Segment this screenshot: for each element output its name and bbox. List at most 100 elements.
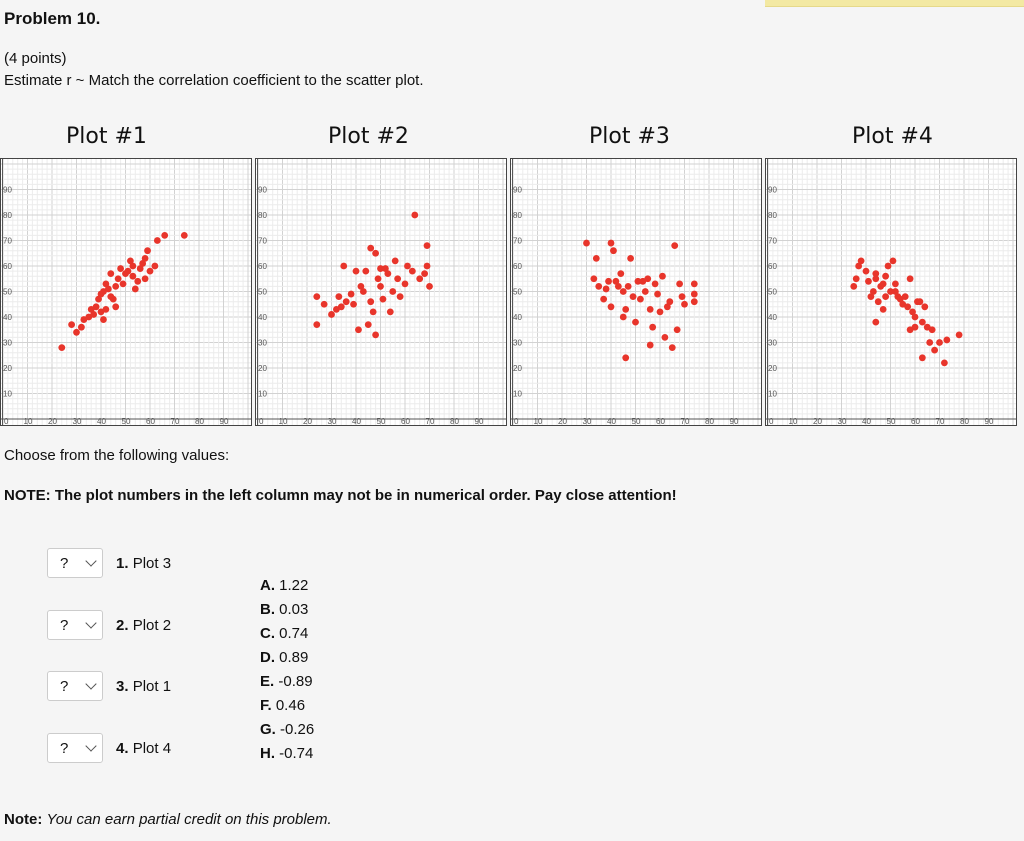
answer-select-4[interactable]: ? — [47, 733, 103, 763]
scatter-point — [607, 239, 615, 247]
scatter-point — [372, 331, 379, 339]
scatter-point — [619, 288, 627, 295]
scatter-point — [865, 277, 872, 285]
scatter-point — [355, 326, 362, 334]
scatter-point — [887, 288, 894, 295]
y-tick-label: 30 — [513, 339, 522, 348]
scatter-point — [884, 262, 892, 270]
scatter-point — [646, 305, 654, 313]
y-tick-label: 40 — [513, 313, 522, 322]
scatter-point — [129, 262, 137, 270]
scatter-point — [372, 249, 379, 257]
scatter-point — [918, 354, 926, 362]
x-tick-label: 70 — [171, 417, 180, 425]
match-row-3: ? 3. Plot 1 — [47, 671, 171, 701]
scatter-point — [909, 308, 916, 316]
x-tick-label: 10 — [279, 417, 288, 425]
x-tick-label: 40 — [352, 417, 361, 425]
scatter-point — [386, 308, 394, 316]
x-tick-label: 60 — [401, 417, 410, 425]
scatter-point — [681, 300, 688, 308]
scatter-point — [926, 339, 934, 346]
scatter-point — [614, 283, 622, 290]
scatter-point — [401, 280, 409, 288]
scatter-point — [862, 267, 870, 275]
scatter-point — [153, 237, 161, 244]
scatter-point — [421, 270, 428, 278]
scatter-point — [690, 290, 698, 298]
scatter-point — [610, 247, 617, 255]
scatter-point — [916, 298, 924, 306]
y-tick-label: 20 — [3, 364, 12, 373]
scatter-point — [411, 211, 419, 219]
option-b: B. 0.03 — [260, 601, 308, 618]
y-tick-label: 50 — [768, 288, 777, 297]
row-number: 4. — [116, 739, 129, 757]
scatter-point — [671, 242, 679, 249]
scatter-point — [882, 272, 889, 280]
scatter-point — [646, 341, 654, 349]
scatter-point — [592, 254, 600, 262]
problem-title: Problem 10. — [4, 9, 101, 28]
x-tick-label: 90 — [220, 417, 229, 425]
x-tick-label: 20 — [558, 417, 567, 425]
scatter-point — [921, 303, 929, 311]
row-number: 1. — [116, 554, 129, 572]
scatter-point — [359, 288, 367, 295]
x-tick-label: 30 — [73, 417, 82, 425]
scatter-point — [879, 280, 887, 288]
option-value: -0.26 — [280, 721, 315, 738]
scatter-point — [136, 265, 144, 272]
scatter-point — [114, 275, 122, 283]
scatter-point — [911, 313, 919, 321]
y-tick-label: 70 — [768, 237, 777, 246]
answer-select-1[interactable]: ? — [47, 548, 103, 578]
answer-select-3[interactable]: ? — [47, 671, 103, 701]
option-letter: C. — [260, 625, 275, 642]
scatter-point — [629, 293, 637, 300]
answer-select-2[interactable]: ? — [47, 610, 103, 640]
y-tick-label: 60 — [3, 262, 12, 271]
x-tick-label: 70 — [936, 417, 945, 425]
scatter-point — [320, 300, 328, 308]
option-value: 0.89 — [279, 649, 309, 666]
scatter-point — [661, 334, 669, 341]
scatter-point — [676, 280, 683, 288]
y-tick-label: 40 — [768, 313, 777, 322]
scatter-point — [161, 232, 169, 239]
y-tick-label: 90 — [768, 186, 777, 195]
row-plot-name: Plot 2 — [132, 616, 172, 634]
scatter-point — [100, 316, 107, 323]
scatter-point — [649, 323, 657, 331]
scatter-point — [391, 257, 399, 265]
scatter-point — [872, 275, 880, 283]
y-tick-label: 10 — [258, 390, 267, 399]
scatter-point — [362, 267, 370, 275]
match-row-1: ? 1. Plot 3 — [47, 548, 171, 578]
row-label: 3. Plot 1 — [116, 678, 171, 695]
scatter-point — [180, 232, 188, 239]
scatter-point — [126, 257, 134, 265]
scatter-point — [644, 275, 652, 283]
scatter-point — [906, 326, 914, 334]
match-row-4: ? 4. Plot 4 — [47, 733, 171, 763]
select-value: ? — [60, 739, 69, 757]
option-letter: F. — [260, 697, 272, 714]
scatter-point — [641, 288, 649, 295]
scatter-point — [90, 311, 98, 318]
x-tick-label: 30 — [583, 417, 592, 425]
x-tick-label: 60 — [146, 417, 155, 425]
scatter-point — [855, 262, 863, 270]
note-label: Note — [4, 811, 38, 828]
scatter-point — [404, 262, 411, 270]
scatter-point — [394, 275, 402, 283]
chevron-down-icon — [85, 617, 97, 629]
y-tick-label: 90 — [258, 186, 267, 195]
scatter-point — [146, 267, 154, 275]
x-tick-label: 0 — [769, 417, 774, 425]
scatter-point — [141, 275, 149, 283]
scatter-point — [931, 346, 938, 354]
scatter-point — [141, 254, 149, 262]
scatter-plot-3: 10 20 30 40 50 60 70 80 90 0 10 20 30 40 50 60 70 80 90 — [510, 158, 762, 426]
x-tick-label: 0 — [514, 417, 519, 425]
